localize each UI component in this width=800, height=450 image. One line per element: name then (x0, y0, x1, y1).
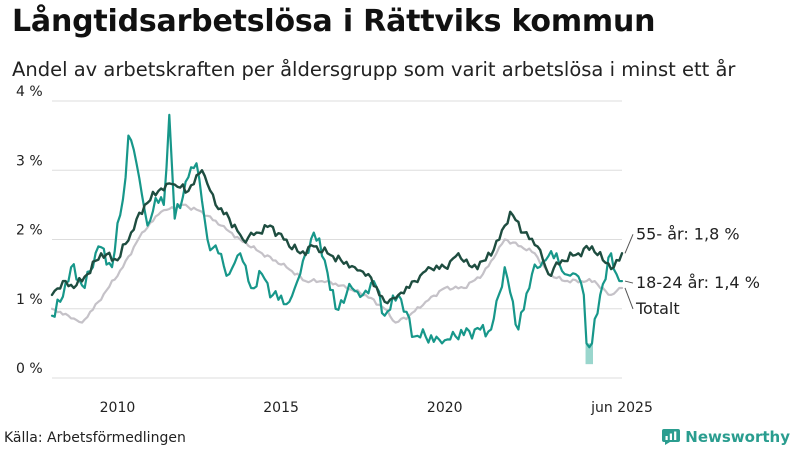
brand-logo: Newsworthy (662, 428, 790, 446)
series-lines (50, 113, 624, 349)
y-tick-label: 3 % (16, 153, 43, 169)
source-note: Källa: Arbetsförmedlingen (4, 430, 186, 446)
y-tick-label: 2 % (16, 223, 43, 239)
series-end-label: 55- år: 1,8 % (636, 224, 740, 243)
series-bands (585, 343, 593, 365)
series-end-label: Totalt (635, 299, 680, 318)
series-labels: Totalt 18-24 år: 1,4 % 55- år: 1,8 % (624, 224, 760, 318)
x-tick-label: 2010 (100, 400, 136, 416)
y-tick-label: 4 % (16, 84, 43, 100)
y-tick-label: 0 % (16, 361, 43, 377)
series-line-totalt (50, 203, 624, 324)
y-tick-label: 1 % (16, 292, 43, 308)
series-line-18-24-r (50, 113, 624, 349)
series-end-label: 18-24 år: 1,4 % (636, 273, 760, 292)
x-tick-label: 2015 (263, 400, 299, 416)
x-tick-label: 2020 (427, 400, 463, 416)
series-label-leader (624, 280, 634, 284)
x-tick-label: jun 2025 (590, 400, 653, 416)
series-label-leader (624, 234, 634, 254)
chart-title: Långtidsarbetslösa i Rättviks kommun (12, 4, 656, 39)
series-line-55-r (50, 169, 624, 305)
newsworthy-logo-icon (662, 429, 681, 445)
chart-subtitle: Andel av arbetskraften per åldersgrupp s… (12, 58, 736, 81)
dip-band (585, 343, 593, 365)
series-label-leader (624, 287, 634, 310)
brand-name: Newsworthy (685, 428, 790, 446)
axis-ticks: 0 % 1 % 2 % 3 % 4 % 2010 2015 2020 jun 2025 (16, 84, 653, 416)
